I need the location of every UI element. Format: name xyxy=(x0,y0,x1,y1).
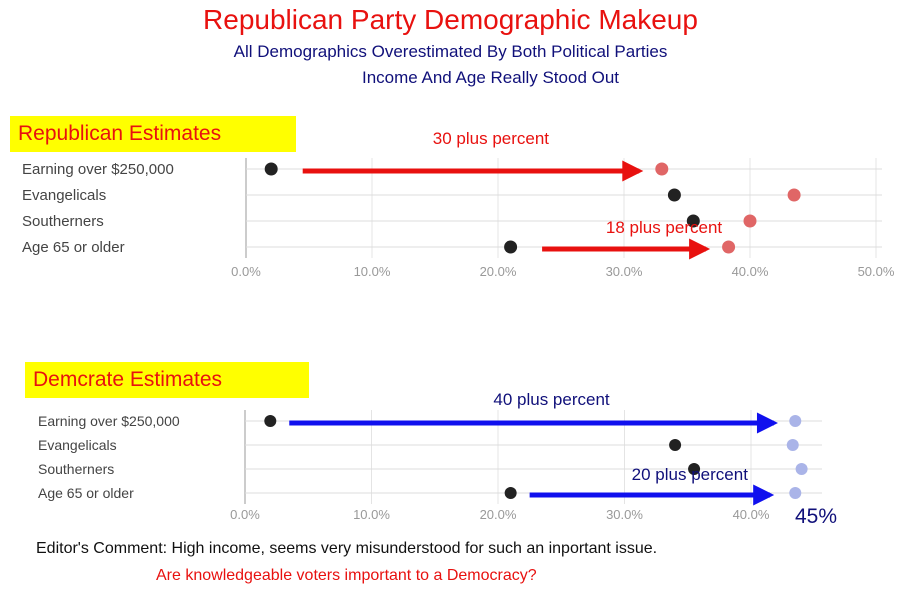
x-tick-label: 30.0% xyxy=(606,507,643,522)
category-label: Southerners xyxy=(22,213,104,230)
x-tick-label: 0.0% xyxy=(231,264,261,279)
category-label: Earning over $250,000 xyxy=(22,161,174,178)
x-tick-label: 20.0% xyxy=(480,264,517,279)
x-tick-label: 0.0% xyxy=(230,507,260,522)
actual-value-dot xyxy=(669,439,682,451)
x-tick-label: 10.0% xyxy=(353,507,390,522)
actual-value-dot xyxy=(504,487,517,499)
side-label-45: 45% xyxy=(795,505,838,528)
actual-value-dot xyxy=(667,188,681,202)
category-label: Age 65 or older xyxy=(38,485,134,501)
question-text: Are knowledgeable voters important to a … xyxy=(156,567,537,584)
republican-estimates-badge: Republican Estimates xyxy=(10,116,296,152)
annotation-label: 20 plus percent xyxy=(632,465,749,484)
x-tick-label: 10.0% xyxy=(354,264,391,279)
editor-comment: Editor's Comment: High income, seems ver… xyxy=(36,540,658,557)
x-tick-label: 50.0% xyxy=(858,264,895,279)
estimate-value-dot xyxy=(655,162,669,176)
estimate-value-dot xyxy=(722,240,736,254)
annotation-label: 40 plus percent xyxy=(493,390,610,409)
estimate-value-dot xyxy=(787,188,801,202)
actual-value-dot xyxy=(264,162,278,176)
annotation-label: 30 plus percent xyxy=(433,129,550,148)
category-label: Age 65 or older xyxy=(22,239,125,256)
annotation-label: 18 plus percent xyxy=(606,218,723,237)
x-tick-label: 40.0% xyxy=(732,264,769,279)
subtitle-1: All Demographics Overestimated By Both P… xyxy=(233,42,668,61)
subtitle-2: Income And Age Really Stood Out xyxy=(361,68,620,87)
estimate-value-dot xyxy=(789,487,802,499)
x-tick-label: 30.0% xyxy=(606,264,643,279)
estimate-value-dot xyxy=(786,439,799,451)
category-label: Southerners xyxy=(38,461,114,477)
actual-value-dot xyxy=(686,214,700,228)
x-tick-label: 40.0% xyxy=(733,507,770,522)
estimate-value-dot xyxy=(743,214,757,228)
estimate-value-dot xyxy=(789,415,802,427)
page-title: Republican Party Demographic Makeup xyxy=(203,4,698,35)
category-label: Earning over $250,000 xyxy=(38,413,180,429)
actual-value-dot xyxy=(688,463,701,475)
category-label: Evangelicals xyxy=(38,437,117,453)
category-label: Evangelicals xyxy=(22,187,106,204)
estimate-value-dot xyxy=(795,463,808,475)
actual-value-dot xyxy=(264,415,277,427)
actual-value-dot xyxy=(504,240,518,254)
democrat-estimates-badge: Demcrate Estimates xyxy=(25,362,309,398)
x-tick-label: 20.0% xyxy=(480,507,517,522)
